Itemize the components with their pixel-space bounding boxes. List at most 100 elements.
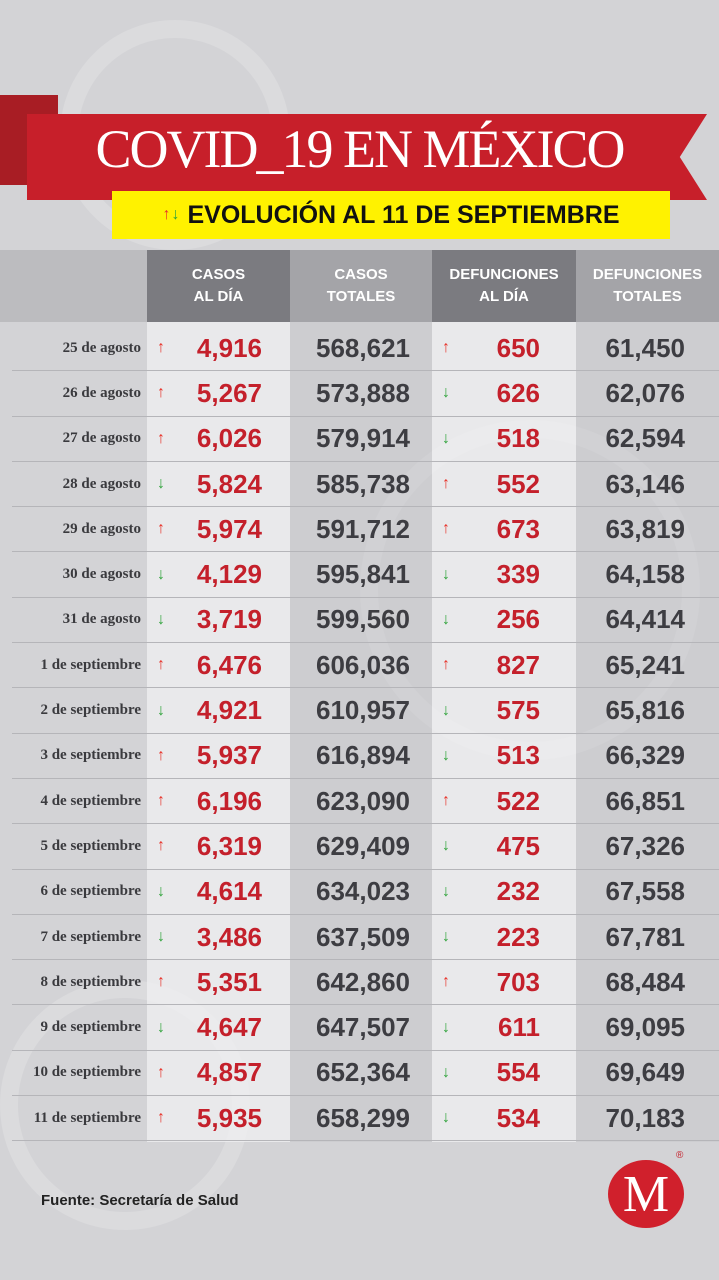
casos-totales: 652,364 (316, 1057, 410, 1088)
casos-totales: 599,560 (316, 604, 410, 635)
defunciones-totales: 64,158 (605, 559, 685, 590)
value: 518 (496, 423, 540, 454)
row-date: 8 de septiembre (40, 973, 141, 990)
value: 4,916 (196, 332, 262, 363)
defunciones-dia: ↓ 554 (432, 1051, 576, 1095)
defunciones-totales: 62,594 (605, 423, 685, 454)
defunciones-dia: ↑ 522 (432, 779, 576, 823)
arrow-down-icon: ↓ (157, 610, 165, 628)
value: 650 (496, 332, 540, 363)
casos-totales: 595,841 (316, 559, 410, 590)
casos-dia: ↓ 3,719 (147, 598, 290, 642)
casos-totales: 610,957 (316, 695, 410, 726)
arrow-up-icon: ↑ (157, 1109, 165, 1127)
casos-totales: 573,888 (316, 377, 410, 408)
value: 611 (498, 1012, 540, 1043)
defunciones-totales: 65,241 (605, 649, 685, 680)
row-date: 4 de septiembre (40, 792, 141, 809)
arrow-down-icon: ↓ (157, 882, 165, 900)
table-row: 3 de septiembre ↑ 5,937 616,894 ↓ 513 66,329 (12, 734, 719, 779)
arrow-down-icon: ↓ (442, 610, 450, 628)
table-row: 28 de agosto ↓ 5,824 585,738 ↑ 552 63,146 (12, 462, 719, 508)
value: 3,486 (196, 921, 262, 952)
table-row: 7 de septiembre ↓ 3,486 637,509 ↓ 223 67,781 (12, 915, 719, 961)
defunciones-totales: 61,450 (605, 332, 685, 363)
casos-totales: 623,090 (316, 785, 410, 816)
row-date: 9 de septiembre (40, 1019, 141, 1036)
casos-dia: ↓ 4,129 (147, 552, 290, 596)
arrow-up-icon: ↑ (442, 656, 450, 674)
value: 223 (496, 921, 540, 952)
value: 5,267 (196, 377, 262, 408)
casos-dia: ↑ 6,196 (147, 779, 290, 823)
defunciones-dia: ↓ 611 (432, 1005, 576, 1049)
casos-totales: 658,299 (316, 1102, 410, 1133)
arrow-down-icon: ↓ (442, 384, 450, 402)
defunciones-totales: 62,076 (605, 377, 685, 408)
casos-dia: ↓ 3,486 (147, 915, 290, 959)
casos-totales: 606,036 (316, 649, 410, 680)
page-title: COVID_19 EN MÉXICO (95, 119, 626, 179)
value: 475 (496, 830, 540, 861)
table-row: 9 de septiembre ↓ 4,647 647,507 ↓ 611 69,095 (12, 1005, 719, 1051)
header-defunciones-dia: DEFUNCIONES AL DÍA (432, 250, 576, 322)
defunciones-totales: 67,326 (605, 830, 685, 861)
row-date: 3 de septiembre (40, 747, 141, 764)
arrow-up-icon: ↑ (157, 384, 165, 402)
row-date: 6 de septiembre (40, 883, 141, 900)
casos-dia: ↑ 4,916 (147, 326, 290, 370)
arrow-up-icon: ↑ (157, 792, 165, 810)
defunciones-totales: 69,095 (605, 1012, 685, 1043)
casos-totales: 637,509 (316, 921, 410, 952)
value: 5,824 (196, 468, 262, 499)
defunciones-dia: ↓ 339 (432, 552, 576, 596)
value: 703 (496, 966, 540, 997)
arrow-up-icon: ↑ (442, 339, 450, 357)
arrow-down-icon: ↓ (442, 1018, 450, 1036)
casos-dia: ↓ 5,824 (147, 462, 290, 506)
table-row: 2 de septiembre ↓ 4,921 610,957 ↓ 575 65,816 (12, 688, 719, 734)
defunciones-dia: ↑ 673 (432, 507, 576, 551)
arrow-up-icon: ↑ (157, 656, 165, 674)
row-date: 10 de septiembre (32, 1064, 141, 1081)
value: 4,614 (196, 876, 262, 907)
value: 554 (496, 1057, 540, 1088)
table-row: 29 de agosto ↑ 5,974 591,712 ↑ 673 63,819 (12, 507, 719, 553)
value: 575 (496, 695, 540, 726)
arrow-down-icon: ↓ (442, 928, 450, 945)
header-casos-totales: CASOS TOTALES (290, 250, 432, 322)
casos-totales: 579,914 (316, 423, 410, 454)
value: 6,476 (196, 649, 262, 680)
casos-totales: 634,023 (316, 876, 410, 907)
value: 522 (496, 785, 540, 816)
defunciones-dia: ↓ 475 (432, 824, 576, 868)
table-row: 1 de septiembre ↑ 6,476 606,036 ↑ 827 65,241 (12, 643, 719, 689)
casos-dia: ↑ 5,935 (147, 1096, 290, 1140)
value: 256 (496, 604, 540, 635)
arrow-up-icon: ↑ (157, 339, 165, 357)
casos-totales: 629,409 (316, 830, 410, 861)
defunciones-dia: ↓ 513 (432, 734, 576, 778)
defunciones-totales: 67,558 (605, 876, 685, 907)
defunciones-totales: 70,183 (605, 1102, 685, 1133)
defunciones-dia: ↑ 650 (432, 326, 576, 370)
defunciones-totales: 68,484 (605, 966, 685, 997)
defunciones-totales: 66,851 (605, 785, 685, 816)
arrow-down-icon: ↓ (157, 565, 165, 583)
casos-totales: 591,712 (316, 513, 410, 544)
table-row: 26 de agosto ↑ 5,267 573,888 ↓ 626 62,076 (12, 371, 719, 417)
defunciones-totales: 66,329 (605, 740, 685, 771)
casos-dia: ↑ 5,937 (147, 734, 290, 778)
registered-mark: ® (676, 1150, 684, 1161)
arrow-up-icon: ↑ (442, 973, 450, 991)
defunciones-totales: 65,816 (605, 695, 685, 726)
casos-totales: 585,738 (316, 468, 410, 499)
arrow-down-icon: ↓ (442, 1063, 450, 1081)
arrow-down-icon: ↓ (442, 429, 450, 447)
defunciones-dia: ↓ 256 (432, 598, 576, 642)
casos-dia: ↑ 6,319 (147, 824, 290, 868)
source-note: Fuente: Secretaría de Salud (41, 1192, 239, 1209)
arrow-down-icon: ↓ (157, 475, 165, 493)
value: 534 (496, 1102, 540, 1133)
defunciones-dia: ↓ 223 (432, 915, 576, 959)
